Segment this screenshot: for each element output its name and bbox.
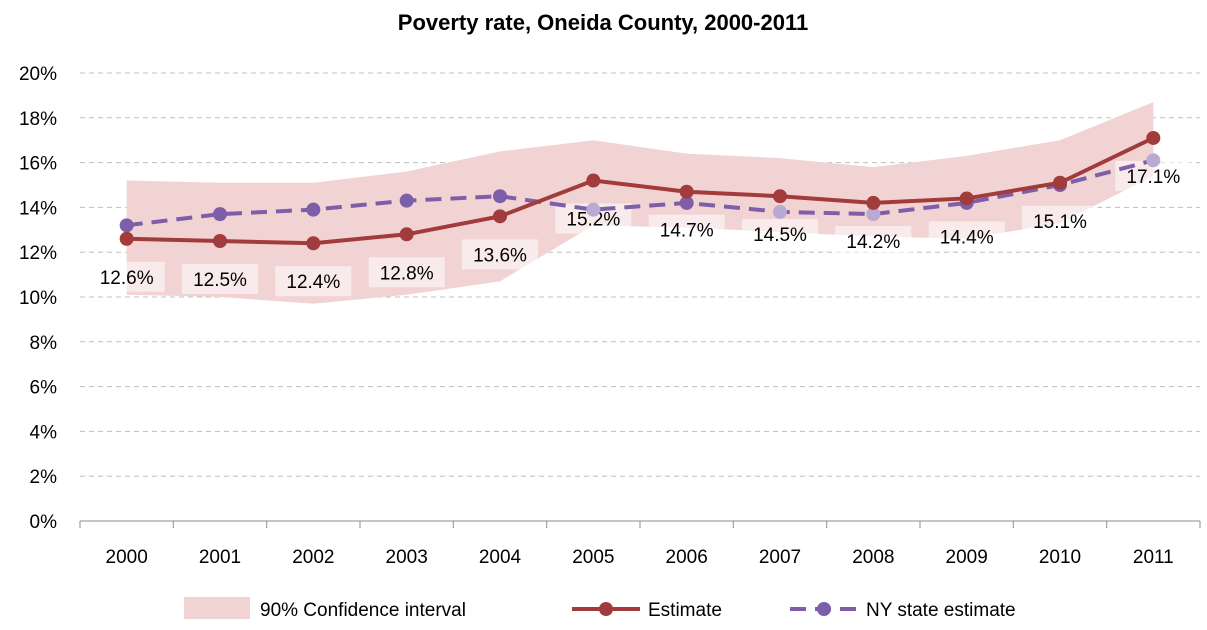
data-label-background: [182, 264, 258, 294]
estimate-point: [399, 227, 414, 242]
data-label: 14.5%: [753, 225, 807, 246]
axes: 0% 2% 4% 6% 8% 10% 12% 14% 16% 18% 20% 2000 2001 2002…: [19, 64, 1201, 568]
legend-ny-marker: [817, 602, 831, 616]
ny-state-estimate-point: [586, 202, 601, 217]
x-tick-label: 2009: [946, 547, 988, 568]
estimate-point: [213, 234, 227, 248]
estimate-point: [959, 191, 974, 206]
data-label: 14.2%: [846, 232, 900, 253]
x-tick-label: 2011: [1133, 547, 1174, 568]
data-label-background: [275, 266, 352, 297]
y-tick-label: 14%: [19, 198, 57, 219]
y-tick-label: 12%: [19, 243, 57, 264]
data-label: 13.6%: [473, 245, 527, 266]
data-label: 12.8%: [380, 263, 434, 284]
legend: 90% Confidence interval Estimate NY state …: [184, 597, 1016, 621]
ny-state-estimate-point: [679, 195, 694, 210]
estimate-point: [866, 195, 881, 210]
data-label: 15.1%: [1033, 212, 1087, 233]
data-label-background: [368, 257, 445, 288]
data-label: 12.6%: [100, 268, 154, 289]
legend-label-ny-state: NY state estimate: [866, 600, 1016, 621]
confidence-band-layer: [126, 102, 1154, 304]
data-label: 12.5%: [193, 270, 247, 291]
data-label: 12.4%: [286, 272, 340, 293]
y-tick-label: 4%: [30, 422, 58, 443]
data-label: 17.1%: [1126, 167, 1180, 188]
legend-label-estimate: Estimate: [648, 600, 722, 621]
estimate-point: [1146, 130, 1161, 145]
ny-state-estimate-point: [119, 218, 134, 233]
x-tick-label: 2001: [199, 547, 241, 568]
ny-state-estimate-point: [866, 207, 881, 222]
y-tick-label: 16%: [19, 154, 57, 175]
data-label-background: [88, 261, 165, 292]
x-tick-label: 2002: [292, 547, 334, 568]
data-label-background: [648, 214, 725, 245]
ny-state-estimate-point: [493, 189, 507, 204]
estimate-point: [679, 184, 694, 199]
data-label: 15.2%: [566, 210, 620, 231]
y-tick-label: 20%: [19, 64, 57, 85]
y-tick-label: 0%: [30, 512, 58, 533]
series-lines: [119, 130, 1161, 251]
ny-state-estimate-point: [1146, 153, 1161, 168]
data-labels: 12.6% 12.5% 12.4% 12.8% 13.6% 15.2% 14.7% 14.5%…: [88, 160, 1192, 297]
x-tick-label: 2006: [666, 547, 708, 568]
x-tick-label: 2007: [759, 547, 801, 568]
ny-state-estimate-point: [773, 204, 787, 219]
data-label-background: [1022, 205, 1098, 236]
ny-state-estimate-point: [306, 202, 321, 217]
x-tick-label: 2010: [1039, 547, 1081, 568]
data-label-background: [835, 225, 912, 256]
legend-label-confidence-interval: 90% Confidence interval: [260, 600, 466, 621]
estimate-point: [773, 189, 787, 204]
estimate-point: [586, 173, 601, 188]
y-tick-label: 6%: [30, 378, 58, 399]
estimate-point: [493, 209, 507, 224]
ny-state-estimate-point: [399, 193, 414, 208]
x-tick-label: 2004: [479, 547, 522, 568]
y-tick-label: 8%: [30, 333, 58, 354]
x-tick-label: 2005: [572, 547, 614, 568]
y-tick-label: 10%: [19, 288, 57, 309]
estimate-point: [306, 236, 321, 251]
data-label-background: [742, 219, 818, 250]
legend-estimate-marker: [599, 602, 613, 616]
y-tick-label: 2%: [30, 467, 58, 488]
x-tick-label: 2008: [852, 547, 894, 568]
confidence-interval-band: [126, 102, 1154, 304]
data-label: 14.4%: [940, 227, 994, 248]
x-tick-label: 2003: [386, 547, 428, 568]
estimate-point: [119, 231, 134, 246]
data-label-background: [462, 239, 538, 270]
y-tick-label: 18%: [19, 109, 57, 130]
ny-state-estimate-point: [213, 207, 227, 222]
data-label-background: [928, 221, 1005, 252]
estimate-line: [126, 136, 1155, 246]
x-tick-label: 2000: [106, 547, 148, 568]
chart-title: Poverty rate, Oneida County, 2000-2011: [398, 10, 808, 35]
legend-band-swatch: [184, 597, 250, 619]
estimate-point: [1053, 175, 1067, 190]
data-label: 14.7%: [660, 221, 714, 242]
ny-state-estimate-line: [126, 158, 1154, 228]
